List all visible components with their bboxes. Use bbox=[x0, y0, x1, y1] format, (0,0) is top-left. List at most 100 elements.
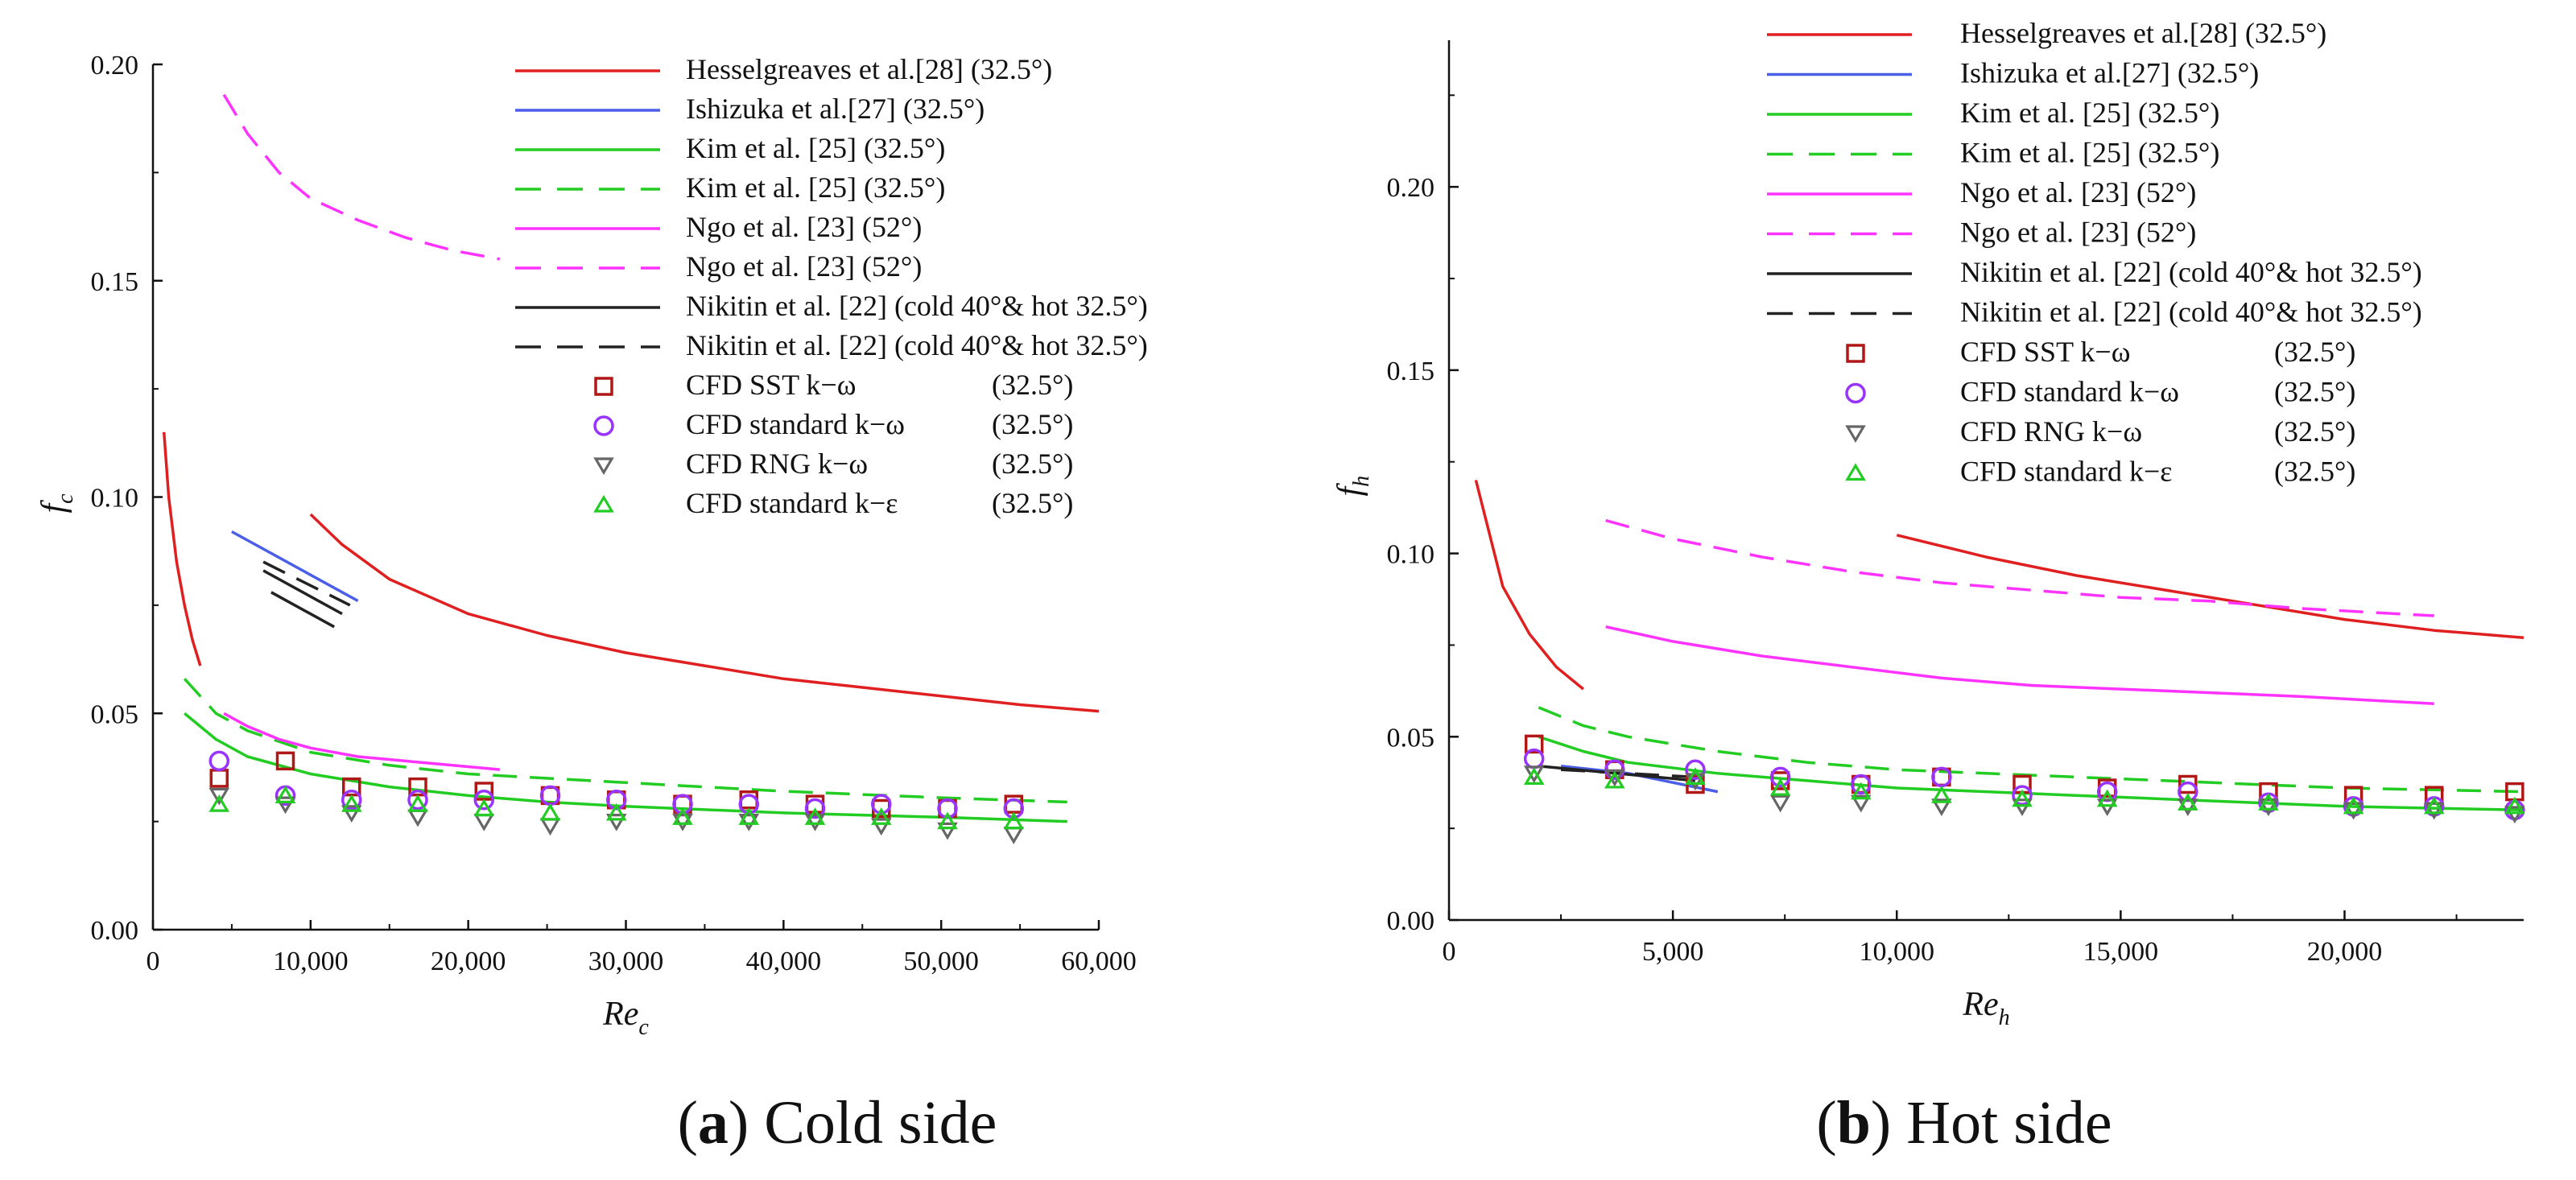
y-axis-label: fc bbox=[35, 493, 78, 514]
data-point-marker bbox=[1769, 778, 1791, 796]
data-point-marker bbox=[473, 814, 495, 831]
legend-label: Ishizuka et al.[27] (32.5°) bbox=[686, 93, 985, 125]
legend-angle: (32.5°) bbox=[992, 408, 1073, 440]
data-point-marker bbox=[2258, 798, 2279, 816]
legend-label: Ngo et al. [23] (52°) bbox=[686, 250, 922, 283]
legend-marker bbox=[594, 377, 613, 396]
legend-label: CFD RNG k−ω bbox=[686, 448, 868, 480]
data-point-marker bbox=[1685, 773, 1706, 791]
data-point-marker bbox=[672, 794, 693, 815]
legend-marker bbox=[1845, 425, 1866, 444]
legend-marker bbox=[593, 457, 614, 476]
series-line bbox=[1605, 625, 2434, 706]
series-line bbox=[223, 712, 500, 771]
data-point-marker bbox=[209, 769, 229, 788]
data-point-marker bbox=[407, 794, 428, 812]
legend-marker bbox=[1845, 463, 1866, 481]
series-line bbox=[222, 93, 501, 261]
data-point-marker bbox=[1769, 766, 1791, 788]
legend-marker bbox=[593, 415, 614, 436]
data-point-marker bbox=[275, 786, 296, 803]
data-point-marker bbox=[1003, 827, 1025, 844]
series-line bbox=[231, 530, 359, 603]
y-tick-label: 0.15 bbox=[1387, 357, 1435, 386]
series-line bbox=[183, 678, 1067, 804]
data-point-marker bbox=[738, 794, 759, 815]
y-tick-label: 0.20 bbox=[91, 51, 139, 80]
legend-label: Kim et al. [25] (32.5°) bbox=[1960, 97, 2219, 129]
x-tick-label: 20,000 bbox=[431, 947, 506, 976]
x-tick-label: 20,000 bbox=[2307, 937, 2383, 967]
legend-label: CFD SST k−ω bbox=[1960, 336, 2130, 368]
data-point-marker bbox=[1604, 770, 1625, 789]
legend-marker bbox=[1846, 344, 1865, 363]
data-point-marker bbox=[1685, 767, 1706, 785]
series-line bbox=[262, 569, 343, 616]
data-point-marker bbox=[1850, 794, 1872, 813]
data-point-marker bbox=[871, 794, 892, 815]
data-point-marker bbox=[1769, 794, 1791, 813]
data-point-marker bbox=[870, 818, 892, 836]
chart-hot-side: 0.00 0.05 0.10 0.15 0.20 0 5,000 10,000 15,000 20… bbox=[1331, 17, 2525, 1030]
data-point-marker bbox=[1003, 811, 1025, 830]
x-tick-label: 5,000 bbox=[1642, 937, 1704, 967]
data-point-marker bbox=[1523, 765, 1545, 783]
legend-label: Kim et al. [25] (32.5°) bbox=[686, 132, 945, 164]
data-point-marker bbox=[1524, 734, 1544, 754]
x-tick-label: 40,000 bbox=[746, 947, 822, 976]
legend-label: Nikitin et al. [22] (cold 40°& hot 32.5°… bbox=[686, 290, 1148, 322]
x-tick-label: 10,000 bbox=[273, 947, 349, 976]
x-tick-label: 15,000 bbox=[2083, 937, 2159, 967]
y-tick-label: 0.05 bbox=[91, 699, 139, 729]
data-point-marker bbox=[407, 790, 428, 811]
legend-label: Ishizuka et al.[27] (32.5°) bbox=[1960, 57, 2259, 89]
data-point-marker bbox=[2343, 802, 2364, 820]
legend-angle: (32.5°) bbox=[992, 487, 1073, 519]
legend-marker bbox=[593, 494, 614, 513]
data-point-marker bbox=[804, 798, 826, 819]
x-tick-label: 10,000 bbox=[1860, 937, 1935, 967]
data-point-marker bbox=[275, 796, 296, 815]
data-point-marker bbox=[804, 807, 826, 825]
data-point-marker bbox=[2096, 789, 2118, 807]
data-point-marker bbox=[1850, 782, 1872, 800]
chart-cold-side: 0.00 0.05 0.10 0.15 0.20 0 10,000 20,000 30,000 4… bbox=[35, 51, 1148, 1040]
data-point-marker bbox=[606, 790, 627, 811]
legend-angle: (32.5°) bbox=[2274, 376, 2355, 408]
series-line bbox=[1538, 706, 2524, 794]
x-axis-label: Reh bbox=[1962, 986, 2009, 1030]
data-point-marker bbox=[1523, 767, 1545, 785]
data-point-marker bbox=[2504, 806, 2525, 824]
x-axis-label: Rec bbox=[602, 996, 649, 1040]
x-tick-label: 0 bbox=[1443, 937, 1456, 967]
data-point-marker bbox=[738, 814, 760, 831]
data-point-marker bbox=[1851, 774, 1872, 795]
series-line bbox=[1896, 534, 2524, 640]
series-line bbox=[184, 712, 1067, 823]
data-point-marker bbox=[2423, 802, 2445, 820]
x-tick-label: 60,000 bbox=[1061, 947, 1137, 976]
series-line bbox=[1561, 768, 1695, 779]
data-point-marker bbox=[937, 811, 958, 830]
legend-label: Kim et al. [25] (32.5°) bbox=[1960, 137, 2219, 169]
series-line bbox=[262, 560, 351, 607]
legend-label: CFD SST k−ω bbox=[686, 369, 856, 401]
data-point-marker bbox=[738, 807, 760, 825]
legend-label: Nikitin et al. [22] (cold 40°& hot 32.5°… bbox=[686, 329, 1148, 361]
data-point-marker bbox=[1604, 769, 1625, 787]
legend-angle: (32.5°) bbox=[992, 448, 1073, 480]
data-point-marker bbox=[539, 818, 561, 836]
data-point-marker bbox=[341, 790, 362, 811]
y-tick-label: 0.00 bbox=[1387, 906, 1435, 936]
x-tick-label: 50,000 bbox=[903, 947, 979, 976]
legend-label: Nikitin et al. [22] (cold 40°& hot 32.5°… bbox=[1960, 296, 2422, 328]
data-point-marker bbox=[937, 798, 958, 819]
data-point-marker bbox=[672, 807, 693, 825]
y-axis-label: fh bbox=[1331, 476, 1374, 497]
legend-angle: (32.5°) bbox=[2274, 456, 2355, 488]
series-line bbox=[1605, 518, 2434, 617]
legend-label: Ngo et al. [23] (52°) bbox=[686, 211, 922, 243]
y-tick-label: 0.10 bbox=[91, 484, 139, 514]
y-tick-label: 0.00 bbox=[91, 916, 139, 946]
legend-angle: (32.5°) bbox=[992, 369, 1073, 401]
